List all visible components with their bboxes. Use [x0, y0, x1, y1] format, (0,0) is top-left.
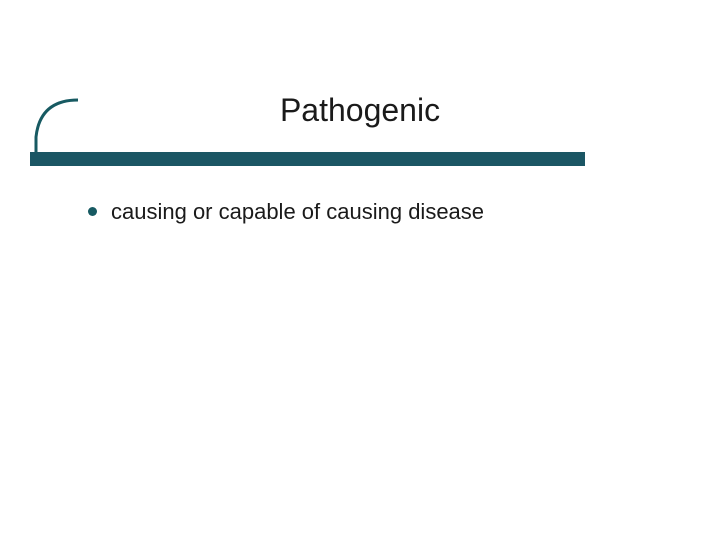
- list-item: causing or capable of causing disease: [88, 198, 648, 226]
- bullet-list: causing or capable of causing disease: [88, 198, 648, 226]
- slide-title: Pathogenic: [0, 92, 720, 129]
- bullet-icon: [88, 207, 97, 216]
- bullet-text: causing or capable of causing disease: [111, 198, 484, 226]
- title-curve-decoration: [30, 97, 78, 155]
- title-underline-bar: [30, 152, 585, 166]
- slide-container: Pathogenic causing or capable of causing…: [0, 0, 720, 540]
